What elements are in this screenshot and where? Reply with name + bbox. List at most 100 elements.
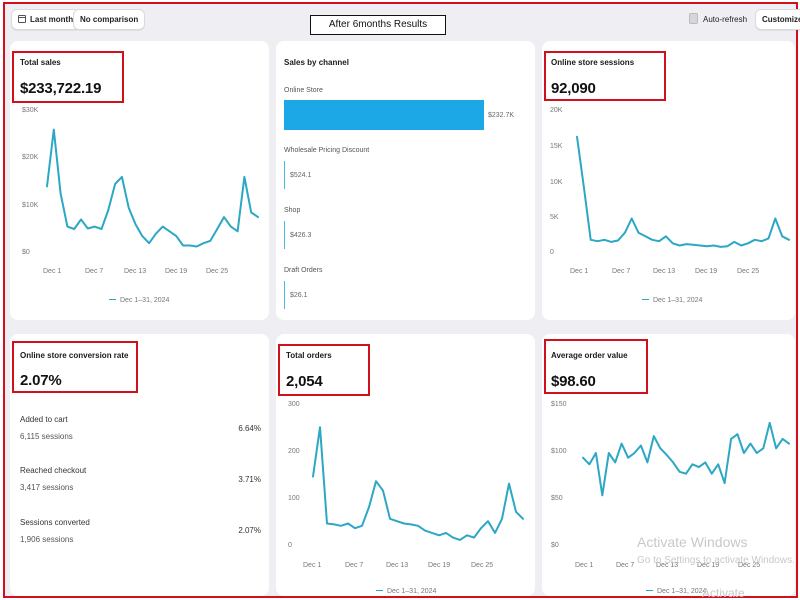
- x-tick: Dec 13: [386, 562, 409, 569]
- average-order-value-value: $98.60: [551, 373, 596, 390]
- data-point: [87, 227, 89, 230]
- online-store-sessions-value: 92,090: [551, 80, 596, 97]
- data-point: [706, 245, 708, 247]
- x-tick: Dec 1: [575, 562, 594, 569]
- online-store-sessions-legend: Dec 1–31, 2024: [642, 297, 702, 304]
- online-store-sessions-highlight: [544, 51, 666, 101]
- x-tick: Dec 1: [43, 268, 62, 275]
- sales-by-channel-card[interactable]: Sales by channel Online Store $232.7K Wh…: [276, 41, 535, 320]
- auto-refresh-toggle[interactable]: [689, 13, 698, 24]
- data-point: [646, 461, 648, 463]
- y-tick: 10K: [550, 179, 563, 186]
- channel-label: Shop: [284, 207, 301, 214]
- data-point: [340, 525, 342, 527]
- data-point: [100, 228, 103, 230]
- data-point: [128, 207, 130, 209]
- data-point: [250, 211, 252, 213]
- x-tick: Dec 13: [656, 562, 679, 569]
- data-point: [94, 226, 96, 228]
- data-point: [761, 240, 763, 242]
- customize-button[interactable]: Customize: [755, 9, 800, 30]
- data-point: [782, 438, 784, 440]
- channel-bar[interactable]: [284, 100, 484, 130]
- funnel-step-label: Reached checkout: [20, 466, 87, 475]
- y-tick: 0: [550, 249, 554, 256]
- data-point: [617, 239, 619, 242]
- x-tick: Dec 7: [612, 268, 631, 275]
- data-point: [494, 532, 496, 534]
- data-point: [459, 539, 461, 541]
- data-point: [473, 537, 475, 539]
- data-point: [610, 241, 612, 243]
- data-point: [769, 422, 771, 424]
- y-tick: $0: [22, 249, 30, 256]
- x-tick: Dec 19: [697, 562, 720, 569]
- date-range-button[interactable]: Last month: [11, 9, 81, 30]
- data-point: [653, 435, 655, 437]
- channel-bar[interactable]: [284, 281, 285, 309]
- x-tick: Dec 25: [206, 268, 229, 275]
- x-tick: Dec 7: [85, 268, 104, 275]
- data-point: [347, 522, 349, 525]
- data-point: [148, 242, 150, 244]
- comparison-button[interactable]: No comparison: [73, 9, 146, 30]
- data-point: [608, 452, 610, 454]
- online-store-sessions-card[interactable]: Online store sessions 92,090 20K 15K 10K…: [542, 41, 795, 320]
- channel-bar[interactable]: [284, 161, 285, 189]
- data-point: [466, 534, 468, 536]
- data-point: [452, 537, 454, 539]
- channel-label: Wholesale Pricing Discount: [284, 147, 370, 154]
- data-point: [713, 244, 715, 247]
- data-point: [375, 480, 377, 482]
- data-point: [182, 244, 184, 247]
- data-point: [410, 523, 412, 525]
- data-point: [762, 447, 764, 449]
- x-tick: Dec 25: [737, 268, 760, 275]
- data-point: [121, 176, 123, 178]
- data-point: [633, 452, 636, 454]
- data-point: [501, 518, 503, 520]
- data-point: [216, 228, 218, 230]
- data-point: [134, 223, 137, 225]
- funnel-step-sessions: 6,115 sessions: [20, 432, 73, 441]
- data-point: [659, 447, 661, 449]
- date-range-label: Last month: [30, 15, 74, 24]
- legend-swatch: [646, 589, 653, 591]
- data-point: [175, 235, 177, 237]
- legend-label: Dec 1–31, 2024: [657, 588, 707, 595]
- total-sales-card[interactable]: Total sales $233,722.19 $30K $20K $10K $…: [10, 41, 269, 320]
- data-point: [319, 426, 321, 428]
- average-order-value-card[interactable]: Average order value $98.60 $150 $100 $50…: [542, 334, 795, 596]
- results-banner: After 6months Results: [310, 15, 446, 35]
- total-orders-line-chart: [312, 426, 524, 541]
- data-point: [508, 483, 510, 485]
- total-orders-card[interactable]: Total orders 2,054 300 200 100 0 Dec 1 D…: [276, 334, 535, 596]
- dashboard-frame: Last month No comparison After 6months R…: [3, 2, 800, 600]
- channel-value: $232.7K: [488, 112, 515, 119]
- conversion-rate-value: 2.07%: [20, 372, 62, 389]
- data-point: [382, 490, 384, 492]
- conversion-rate-card[interactable]: Online store conversion rate 2.07% Added…: [10, 334, 269, 596]
- data-point: [403, 522, 405, 525]
- top-toolbar: Last month No comparison After 6months R…: [5, 4, 800, 36]
- x-tick: Dec 19: [165, 268, 188, 275]
- data-point: [162, 226, 164, 228]
- activate-windows-watermark: Activate Windows: [637, 534, 748, 550]
- data-point: [743, 452, 745, 454]
- data-point: [243, 176, 245, 178]
- data-point: [698, 466, 700, 468]
- data-point: [685, 473, 687, 475]
- data-point: [480, 527, 482, 529]
- channel-bar[interactable]: [284, 221, 285, 249]
- data-point: [515, 511, 517, 513]
- data-point: [644, 235, 646, 237]
- data-point: [767, 237, 770, 239]
- data-point: [230, 226, 232, 228]
- data-point: [627, 457, 629, 459]
- data-point: [747, 242, 749, 244]
- data-point: [699, 244, 701, 247]
- legend-label: Dec 1–31, 2024: [120, 297, 170, 304]
- data-point: [596, 240, 599, 242]
- data-point: [354, 527, 356, 529]
- y-tick: 100: [288, 495, 300, 502]
